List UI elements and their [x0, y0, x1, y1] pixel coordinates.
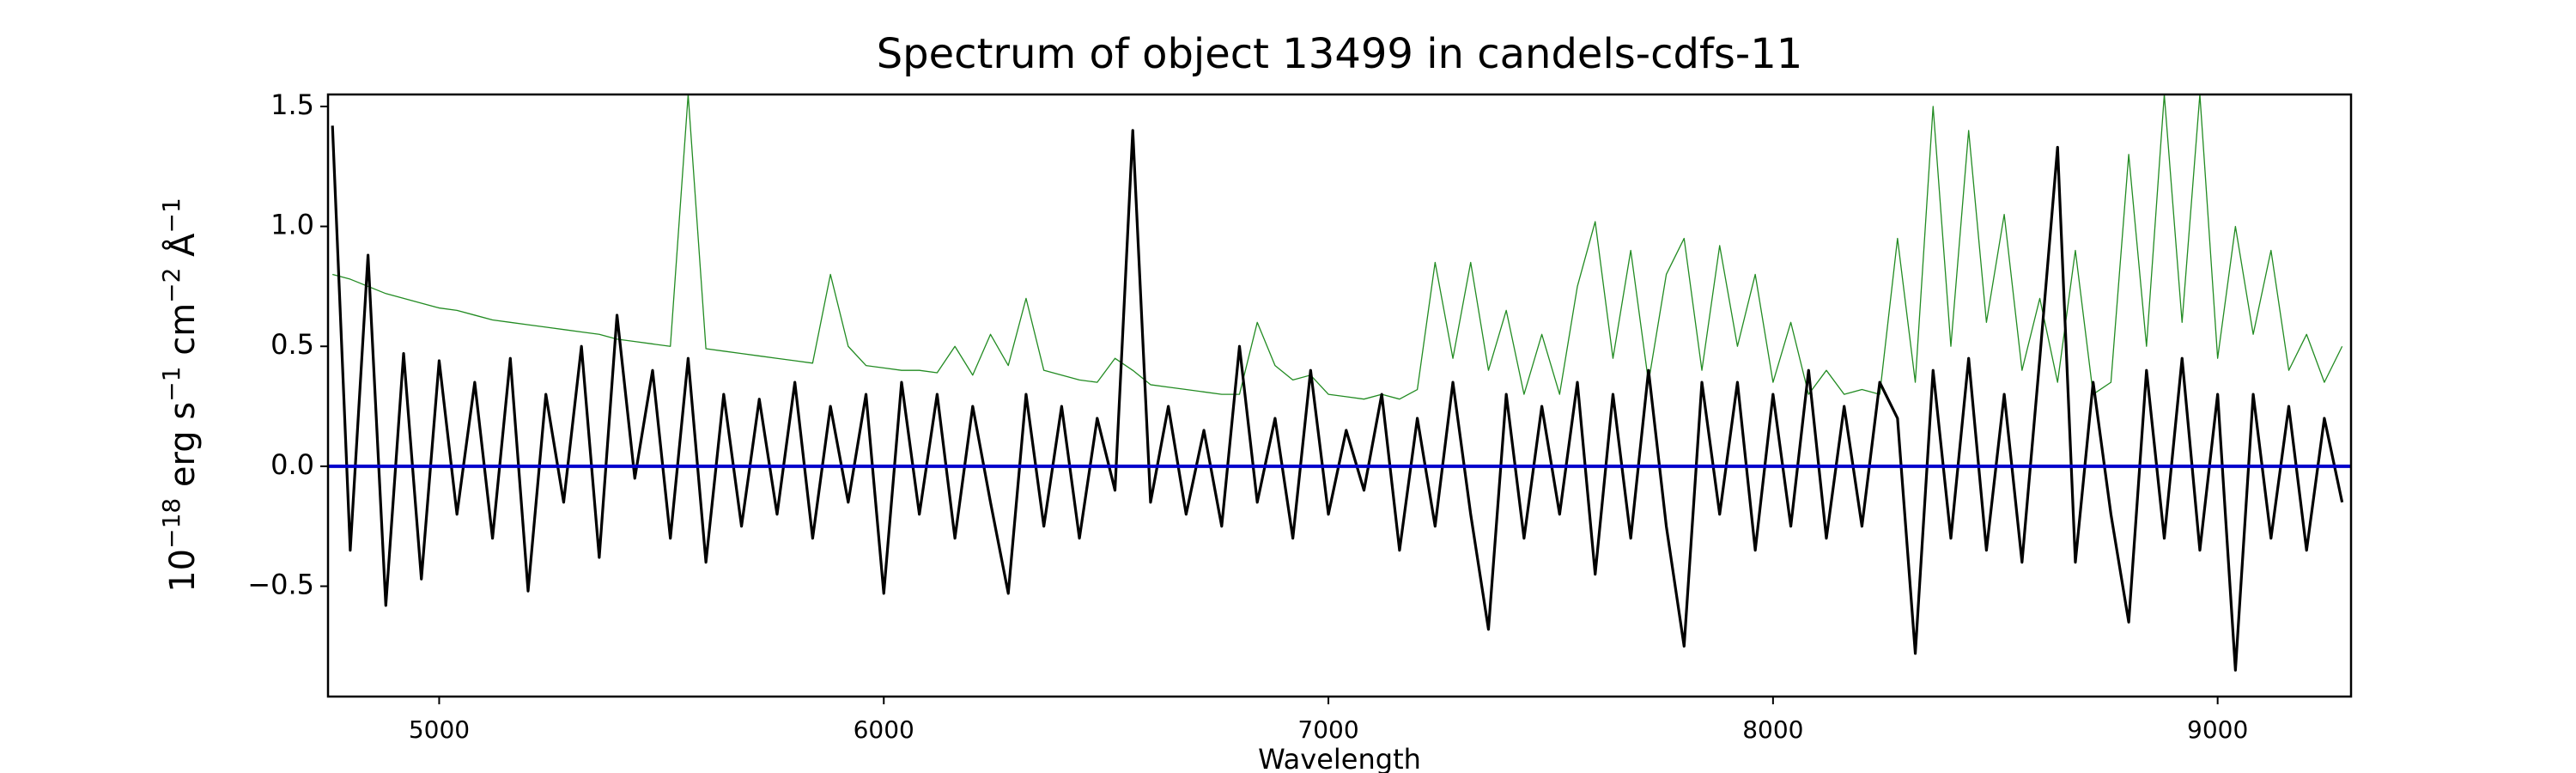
x-tick-label: 5000 [409, 715, 470, 744]
y-tick-label: 0.0 [270, 448, 314, 481]
y-label-exponent: −18 [157, 498, 185, 549]
y-label-part: erg s [163, 402, 203, 498]
axes-frame [326, 93, 2353, 698]
x-tick-label: 7000 [1297, 715, 1358, 744]
x-tick-label: 8000 [1742, 715, 1803, 744]
spectrum-line [331, 125, 2344, 672]
chart-title: Spectrum of object 13499 in candels-cdfs… [877, 30, 1803, 78]
y-tick-label: −0.5 [247, 569, 314, 601]
y-label-part: 10 [163, 549, 203, 593]
y-label-exponent: −1 [157, 367, 185, 402]
y-label-exponent: −2 [157, 268, 185, 303]
y-tick-label: 0.5 [270, 328, 314, 361]
y-tick-label: 1.0 [270, 209, 314, 241]
plot-area [328, 94, 2351, 672]
x-tick-label: 9000 [2187, 715, 2248, 744]
y-axis-label: 10−18 erg s−1 cm−2 Å−1 [157, 198, 203, 593]
y-tick-label: 1.5 [270, 88, 314, 121]
x-axis-label: Wavelength [1258, 743, 1421, 773]
y-label-exponent: −1 [157, 198, 185, 233]
y-label-part: Å [161, 233, 203, 268]
x-tick-label: 6000 [854, 715, 914, 744]
y-label-part: cm [163, 303, 203, 367]
spectrum-line [332, 94, 2343, 400]
